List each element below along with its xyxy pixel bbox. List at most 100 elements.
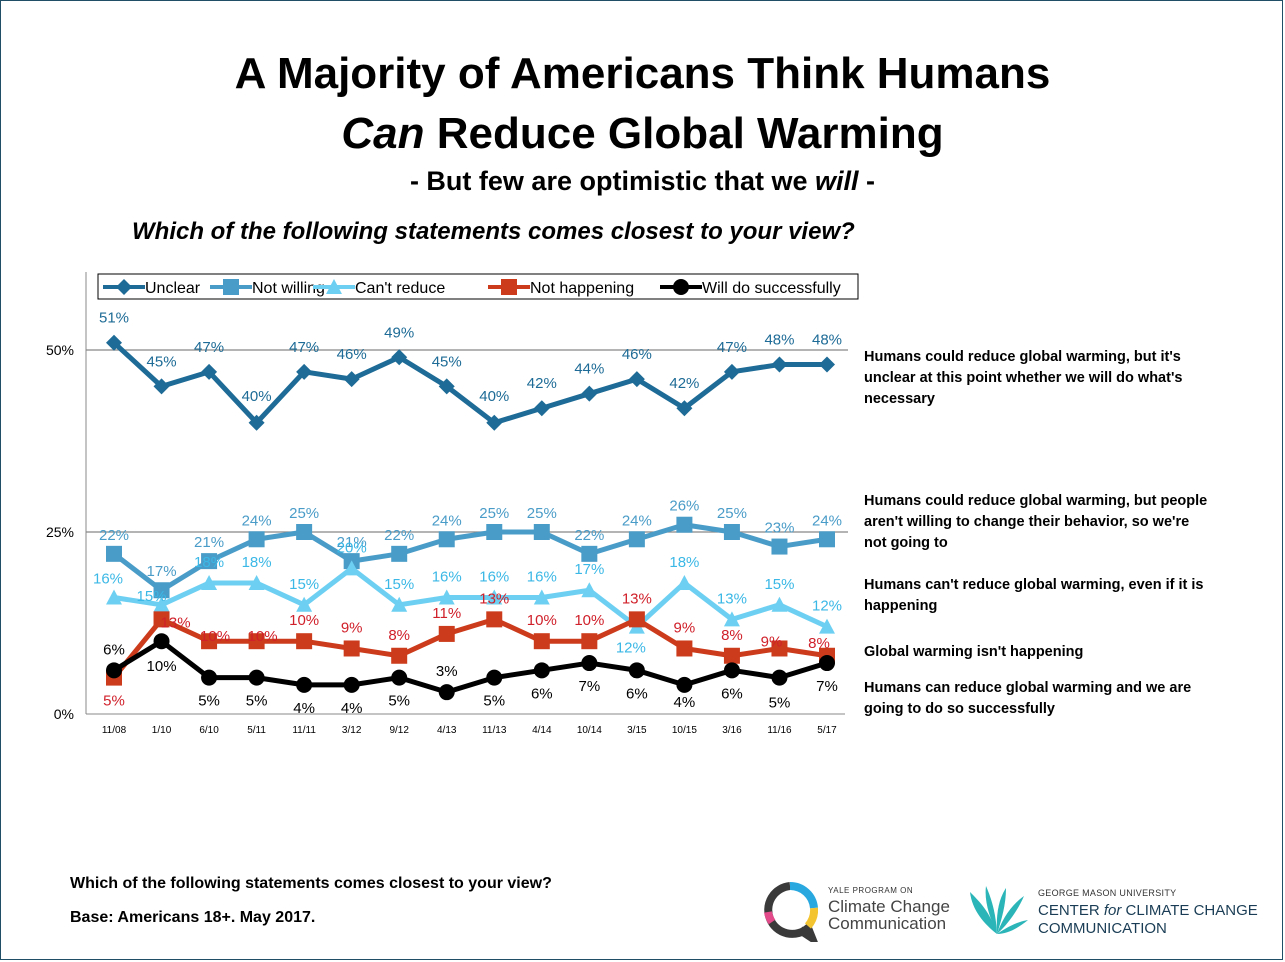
- gmu-line-1-post: CLIMATE CHANGE: [1125, 902, 1258, 919]
- data-point: [533, 400, 550, 417]
- data-label: 8%: [388, 627, 410, 644]
- data-label: 26%: [669, 498, 699, 515]
- data-point: [771, 669, 788, 686]
- data-point: [343, 640, 360, 657]
- data-label: 16%: [93, 571, 123, 588]
- data-label: 15%: [137, 588, 167, 605]
- data-label: 5%: [246, 693, 268, 710]
- data-point: [106, 589, 122, 605]
- x-tick-label: 3/12: [342, 725, 362, 736]
- x-tick-label: 11/13: [482, 725, 507, 736]
- data-point: [438, 684, 455, 701]
- data-label: 22%: [99, 527, 129, 544]
- legend-label: Not happening: [530, 280, 634, 297]
- data-point: [201, 633, 218, 650]
- legend-label: Unclear: [145, 280, 201, 297]
- chart-question: Which of the following statements comes …: [132, 218, 855, 245]
- data-point: [676, 676, 693, 693]
- legend-marker: [673, 279, 689, 295]
- data-label: 11%: [432, 605, 461, 622]
- data-point: [486, 611, 503, 628]
- data-point: [676, 574, 693, 590]
- series-description: Humans can't reduce global warming, even…: [864, 577, 1203, 614]
- x-tick-label: 1/10: [152, 725, 172, 736]
- gmu-logo-icon: [970, 886, 1028, 934]
- yale-line-1: Climate Change: [828, 897, 950, 916]
- data-point: [723, 662, 740, 679]
- data-point: [391, 349, 408, 366]
- data-label: 24%: [242, 512, 272, 529]
- data-label: 5%: [198, 693, 220, 710]
- data-label: 10%: [248, 628, 278, 645]
- data-point: [486, 589, 503, 605]
- data-point: [676, 516, 693, 533]
- data-label: 48%: [764, 332, 794, 349]
- data-label: 17%: [147, 563, 177, 580]
- data-label: 24%: [812, 512, 842, 529]
- data-point: [201, 363, 218, 380]
- data-point: [153, 378, 170, 395]
- data-point: [343, 371, 360, 388]
- yale-line-2: Communication: [828, 914, 947, 933]
- data-point: [581, 633, 598, 650]
- data-label: 16%: [527, 569, 557, 586]
- data-point: [581, 545, 598, 562]
- series-description: Humans can reduce global warming and we …: [864, 680, 1191, 717]
- data-label: 16%: [432, 569, 462, 586]
- data-label: 20%: [337, 539, 367, 556]
- data-label: 4%: [674, 694, 696, 711]
- data-point: [296, 363, 313, 380]
- data-point: [201, 669, 218, 686]
- data-label: 22%: [574, 527, 604, 544]
- data-label: 49%: [384, 324, 414, 341]
- gmu-line-1-italic: for: [1103, 902, 1122, 919]
- data-label: 42%: [669, 375, 699, 392]
- data-label: 6%: [531, 685, 553, 702]
- x-tick-label: 5/17: [817, 725, 837, 736]
- legend-marker: [223, 279, 239, 295]
- gmu-center-name: CENTER for CLIMATE CHANGE COMMUNICATION: [1038, 902, 1258, 938]
- data-label: 15%: [764, 576, 794, 593]
- legend-label: Will do successfully: [702, 280, 841, 297]
- data-label: 6%: [103, 641, 125, 658]
- data-point: [723, 363, 740, 380]
- data-point: [296, 596, 313, 612]
- data-label: 25%: [527, 505, 557, 522]
- subtitle-emphasis: will: [815, 166, 859, 196]
- data-label: 10%: [289, 612, 319, 629]
- data-point: [248, 574, 265, 590]
- data-label: 9%: [674, 619, 696, 636]
- data-label: 18%: [669, 554, 699, 571]
- data-point: [676, 400, 693, 417]
- data-point: [248, 633, 265, 650]
- data-label: 10%: [574, 612, 604, 629]
- data-point: [201, 574, 218, 590]
- data-label: 8%: [721, 627, 743, 644]
- y-tick-label: 0%: [54, 706, 74, 722]
- data-point: [391, 669, 408, 686]
- data-point: [723, 611, 740, 627]
- legend-marker: [501, 279, 517, 295]
- x-tick-label: 11/08: [102, 725, 127, 736]
- data-label: 24%: [622, 512, 652, 529]
- gmu-line-1: CENTER for CLIMATE CHANGE: [1038, 902, 1258, 920]
- x-tick-label: 10/14: [577, 725, 602, 736]
- series-line: [112, 522, 828, 593]
- data-point: [106, 662, 122, 679]
- gmu-line-1-pre: CENTER: [1038, 902, 1100, 919]
- data-label: 9%: [341, 619, 363, 636]
- x-tick-label: 6/10: [199, 725, 219, 736]
- x-tick-label: 11/16: [767, 725, 792, 736]
- x-tick-label: 3/16: [722, 725, 742, 736]
- legend-marker: [326, 279, 342, 294]
- data-point: [628, 531, 645, 548]
- x-tick-label: 3/15: [627, 725, 647, 736]
- data-point: [723, 647, 740, 664]
- legend-label: Can't reduce: [355, 280, 445, 297]
- data-point: [106, 545, 122, 562]
- data-point: [723, 524, 740, 540]
- data-label: 25%: [717, 505, 747, 522]
- data-label: 15%: [384, 576, 414, 593]
- x-tick-label: 4/14: [532, 725, 552, 736]
